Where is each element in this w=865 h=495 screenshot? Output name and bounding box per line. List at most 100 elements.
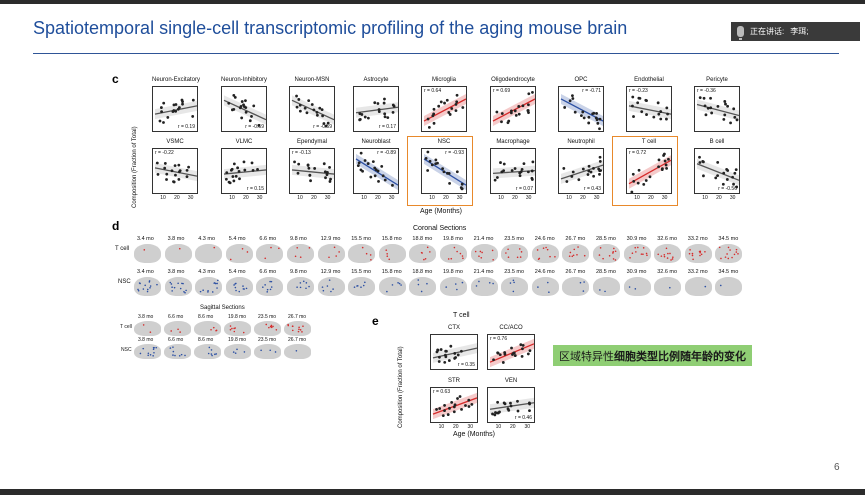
scatter-svg — [696, 96, 739, 125]
data-point — [306, 164, 310, 167]
cell-marker — [297, 330, 300, 333]
cell-marker — [264, 284, 267, 286]
plot-title: T cell — [641, 139, 657, 145]
cell-marker — [291, 329, 294, 332]
cell-marker — [234, 352, 237, 354]
scatter-svg — [291, 94, 334, 128]
x-tick-label: 20 — [648, 195, 654, 201]
cell-marker — [573, 248, 576, 251]
data-point — [496, 351, 500, 355]
sagittal-age-label: 6.6 mo — [168, 314, 184, 320]
section-age-label: 15.8 mo — [381, 269, 402, 275]
cell-marker — [294, 255, 297, 258]
data-point — [165, 172, 169, 176]
data-point — [155, 161, 159, 165]
correlation-label: r = -0.56 — [718, 186, 737, 192]
data-point — [382, 101, 386, 105]
section-age-label: 4.3 mo — [198, 236, 216, 242]
cell-marker — [628, 286, 630, 288]
data-point — [307, 166, 311, 170]
cell-marker — [169, 347, 172, 349]
cell-marker — [426, 282, 429, 285]
x-tick-label: 20 — [512, 195, 518, 201]
correlation-label: r = -0.59 — [245, 124, 264, 130]
cell-marker — [427, 246, 429, 249]
x-tick-label: 20 — [375, 195, 381, 201]
x-tick-label: 10 — [160, 195, 166, 201]
cell-marker — [692, 258, 694, 261]
data-point — [663, 152, 666, 156]
sagittal-tcell-row-label: T cell — [120, 324, 132, 330]
scatter-plot: VEN r = 0.46 10 20 30 — [487, 378, 535, 430]
data-point — [528, 402, 532, 406]
x-tick-label: 10 — [361, 195, 367, 201]
data-point — [701, 160, 705, 163]
cell-marker — [291, 325, 294, 328]
data-point — [453, 352, 457, 355]
data-point — [582, 116, 586, 120]
scatter-svg — [628, 95, 671, 121]
data-point — [659, 110, 663, 113]
x-tick-label: 20 — [453, 424, 459, 430]
data-point — [329, 177, 332, 181]
cell-marker — [491, 249, 494, 252]
data-point — [503, 352, 507, 356]
cell-marker — [417, 279, 420, 281]
cell-marker — [215, 353, 218, 355]
data-point — [445, 98, 449, 102]
cell-marker — [241, 285, 244, 287]
data-point — [373, 101, 377, 105]
panel-d-letter: d — [112, 219, 120, 233]
data-point — [716, 105, 720, 108]
x-tick-label: 20 — [580, 195, 586, 201]
coronal-brain-section-nsc — [654, 277, 682, 296]
cell-marker — [546, 248, 549, 251]
correlation-label: r = 0.17 — [378, 124, 396, 130]
data-point — [166, 116, 170, 119]
cell-marker — [666, 257, 669, 259]
data-point — [716, 160, 720, 164]
scatter-svg — [492, 160, 535, 182]
cell-markers — [295, 349, 298, 352]
sagittal-age-label: 19.8 mo — [228, 314, 247, 320]
coronal-brain-section-tcell — [134, 244, 161, 263]
data-point — [512, 351, 516, 355]
cell-marker — [170, 290, 173, 292]
cell-marker — [170, 283, 172, 285]
data-point — [636, 181, 640, 185]
window-bottom-border — [0, 489, 865, 495]
data-point — [510, 109, 513, 113]
data-point — [495, 411, 499, 415]
data-point — [441, 167, 445, 171]
coronal-brain-section-tcell — [654, 244, 682, 263]
cell-marker — [505, 252, 507, 254]
scatter-plot: Neuron-Excitatory r = 0.19 — [152, 77, 200, 132]
data-point — [596, 121, 600, 125]
cell-marker — [272, 325, 274, 328]
cell-marker — [308, 285, 310, 288]
data-point — [710, 111, 714, 115]
data-point — [447, 111, 451, 114]
cell-marker — [477, 280, 480, 283]
data-point — [511, 353, 514, 356]
data-point — [312, 108, 316, 112]
data-point — [309, 179, 312, 183]
data-point — [491, 412, 494, 416]
cell-marker — [388, 258, 390, 261]
cell-marker — [184, 289, 187, 292]
correlation-label: r = -0.36 — [697, 88, 716, 94]
data-point — [592, 166, 595, 170]
cell-markers — [688, 249, 706, 261]
window-top-border — [0, 0, 865, 4]
data-point — [568, 99, 572, 103]
cell-marker — [235, 289, 237, 292]
correlation-label: r = 0.15 — [246, 186, 264, 192]
plot-title: Neuron-MSN — [294, 77, 330, 83]
data-point — [163, 162, 167, 165]
cell-marker — [536, 249, 539, 251]
highlight-box — [612, 136, 678, 206]
cell-marker — [703, 250, 706, 253]
cell-marker — [386, 252, 388, 255]
coronal-brain-section-tcell — [409, 244, 437, 263]
data-point — [181, 100, 184, 104]
